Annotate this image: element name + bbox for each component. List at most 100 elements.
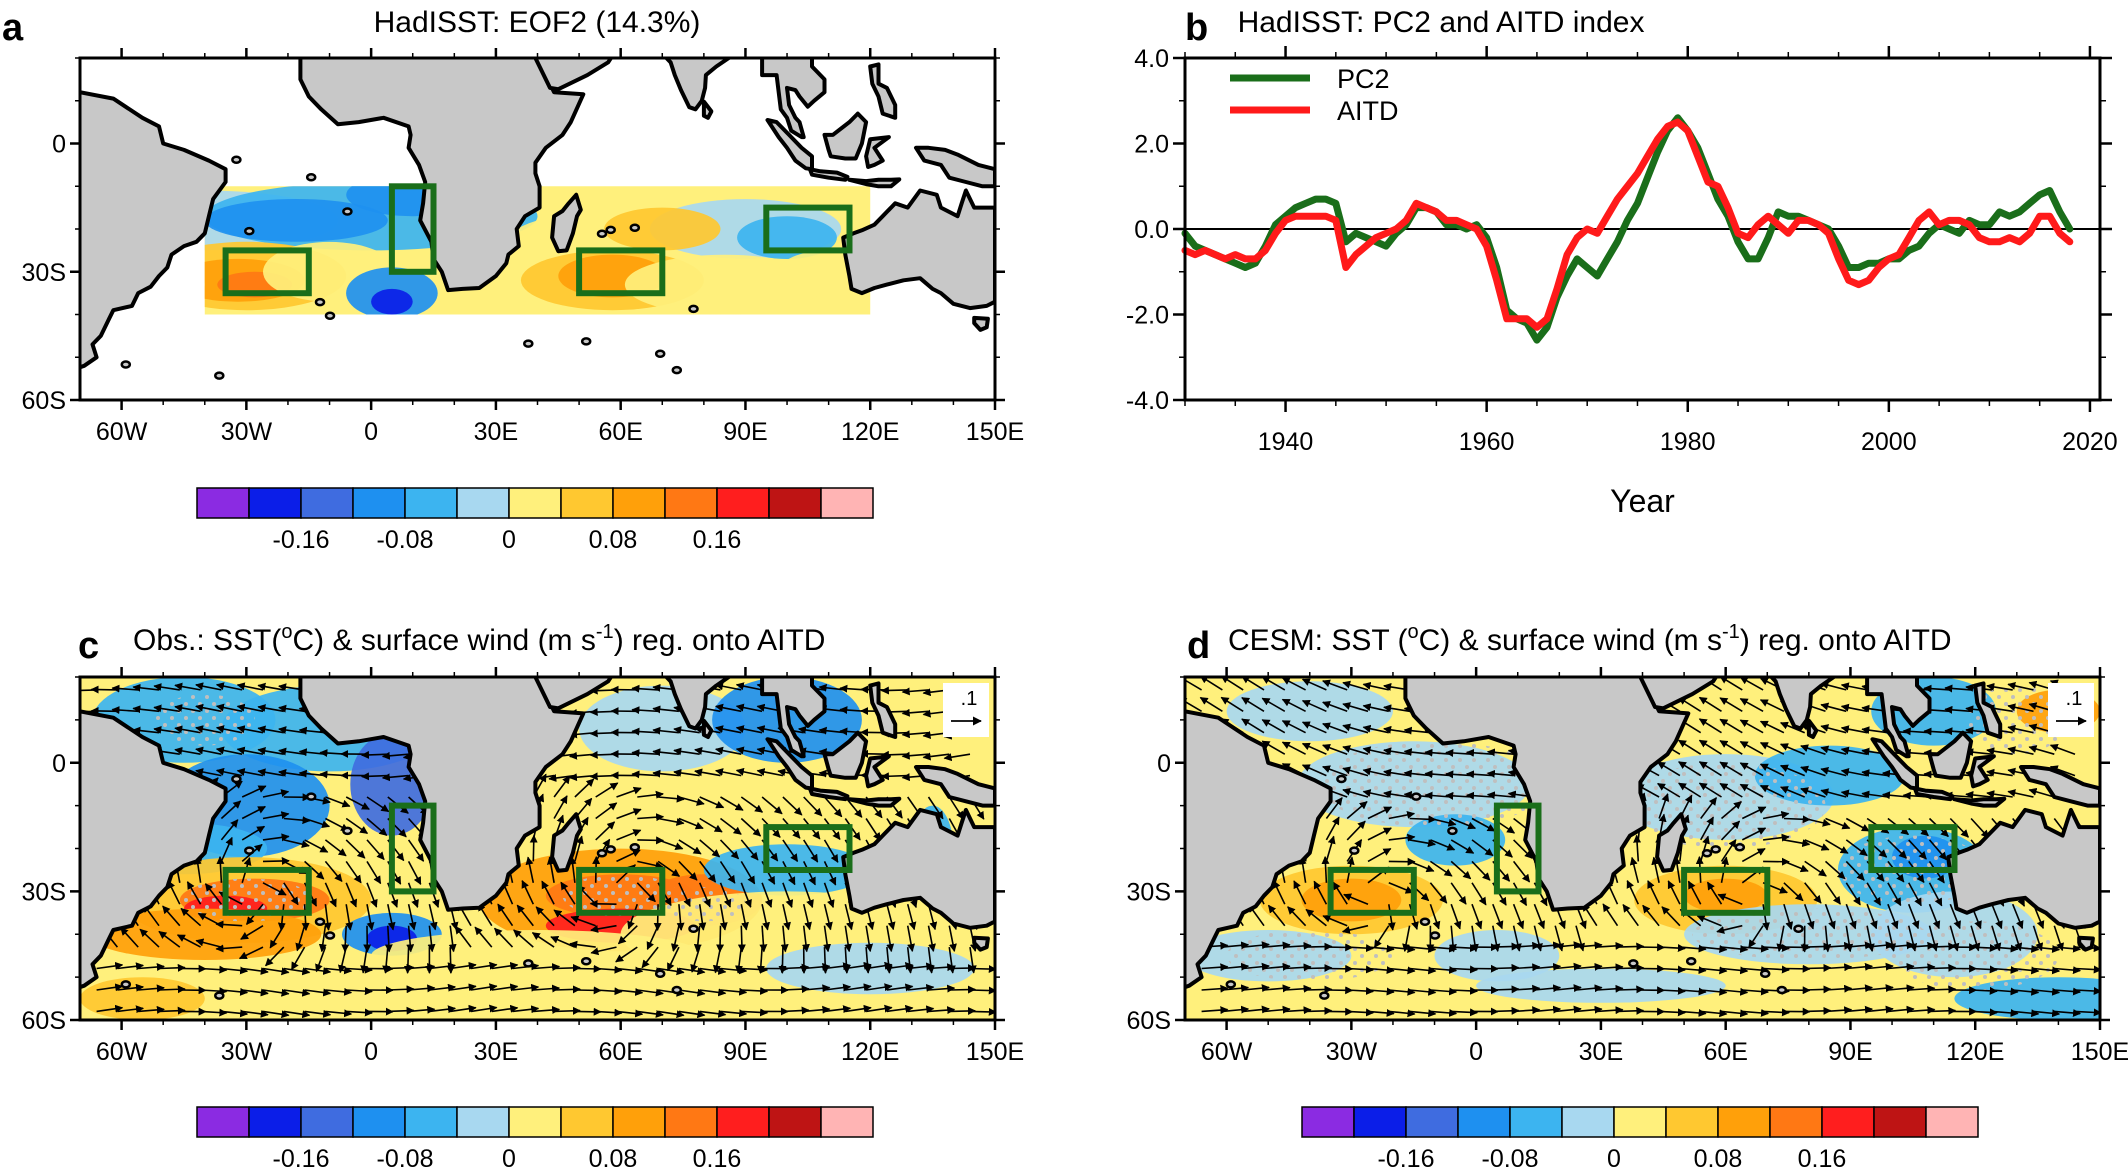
land-arabia (533, 677, 614, 711)
wind-arrow (1928, 882, 1943, 907)
wind-arrow (1866, 882, 1882, 906)
wind-arrow (1534, 984, 1562, 993)
wind-arrow (1281, 720, 1306, 734)
wind-arrow (366, 882, 378, 908)
sst-contour (204, 284, 205, 286)
wind-arrow (1388, 833, 1416, 842)
region-box-2 (388, 802, 437, 895)
wind-arrow (1742, 1008, 1769, 1017)
wind-arrow (406, 925, 415, 953)
wind-arrow (241, 785, 267, 798)
wind-arrow (384, 925, 393, 953)
wind-arrow (699, 796, 725, 809)
colorbar-swatch (248, 487, 302, 519)
wind-arrow (553, 775, 571, 798)
wind-arrow (1450, 817, 1477, 830)
wind-arrow (262, 988, 290, 997)
wind-arrow (1804, 839, 1830, 851)
wind-arrow (1513, 1006, 1541, 1015)
wind-arrow (1825, 984, 1853, 993)
wind-arrow (699, 817, 723, 833)
island (214, 991, 225, 1000)
wind-arrow (1409, 839, 1436, 848)
wind-arrow (1575, 941, 1603, 950)
wind-arrow (590, 946, 617, 956)
wind-arrow (1991, 925, 2002, 952)
wind-arrow (880, 772, 908, 781)
colorbar-swatch (404, 487, 458, 519)
colorbar-swatch (664, 1106, 718, 1138)
wind-arrow (277, 904, 286, 931)
wind-arrow (627, 903, 639, 930)
colorbar-swatch (664, 487, 718, 519)
wind-arrow (741, 1008, 769, 1017)
wind-arrow (782, 882, 794, 908)
panel-b-chart: 4.0 2.0 0.0 -2.0 -4.0 1940 1960 1980 2000 2020 Yea… (1126, 45, 2118, 519)
wind-arrow (1430, 966, 1458, 975)
wind-arrow (283, 882, 299, 906)
wind-arrow (204, 883, 223, 905)
wind-arrow (1721, 966, 1749, 975)
colorbar-tick-label: -0.16 (273, 526, 330, 554)
wind-arrow (1388, 810, 1416, 820)
wind-arrow (1679, 987, 1707, 996)
wind-arrow (1759, 784, 1785, 798)
wind-arrow (678, 988, 706, 997)
wind-arrow (1322, 914, 1348, 927)
colorbar-swatch (300, 487, 354, 519)
colorbar-tick-label: -0.08 (1482, 1145, 1539, 1171)
wind-arrow (491, 983, 519, 992)
panel-d-title-exp: -1 (1722, 621, 1740, 643)
land-java (807, 167, 850, 182)
wind-arrow (186, 881, 202, 905)
wind-arrow (1367, 987, 1395, 996)
wind-arrow (948, 796, 964, 820)
wind-arrow (1373, 925, 1390, 949)
wind-arrow (531, 932, 555, 948)
wind-arrow (448, 925, 457, 953)
wind-arrow (568, 856, 577, 883)
island (1685, 957, 1697, 966)
wind-arrow (657, 860, 681, 877)
wind-arrow (325, 1009, 353, 1018)
colorbar-swatch (612, 487, 666, 519)
wind-arrow (657, 839, 684, 851)
x-axis-title: Year (1610, 483, 1675, 519)
wind-arrow (345, 904, 354, 931)
wind-arrow (512, 962, 540, 971)
wind-arrow (969, 986, 995, 995)
wind-arrow (90, 685, 118, 694)
land-australia (841, 188, 995, 311)
wind-arrow (1741, 806, 1767, 820)
colorbar-tick-label: 0.08 (589, 526, 638, 554)
x-tick-label: 1940 (1258, 428, 1314, 456)
wind-arrow (1678, 739, 1702, 755)
reference-vector-label: .1 (2066, 688, 2083, 710)
wind-arrow (283, 967, 311, 976)
wind-arrow (823, 796, 843, 818)
wind-arrow (1185, 677, 1203, 691)
y-tick-label: 4.0 (1134, 45, 1169, 73)
wind-arrow (1783, 882, 1804, 902)
land-seasia (760, 677, 827, 759)
wind-arrow (637, 860, 664, 870)
wind-arrow (450, 983, 477, 992)
wind-arrow (1346, 800, 1368, 820)
map-axes: 60W 30W 0 30E 60E 90E 120E 150E 0 30S 60S (22, 48, 1024, 446)
land-india (663, 58, 734, 112)
wind-arrow (699, 966, 727, 975)
wind-arrow (262, 789, 290, 798)
wind-arrow (1991, 1008, 2019, 1017)
wind-arrow (803, 984, 831, 993)
wind-arrow (337, 946, 347, 974)
wind-arrow (1659, 965, 1686, 974)
wind-arrow (1367, 966, 1395, 975)
wind-arrow (678, 817, 704, 830)
wind-arrow (1887, 882, 1902, 907)
wind-arrow (1825, 817, 1851, 830)
lat-tick-label: 30S (22, 878, 66, 906)
panel-d-title-deg: o (1407, 621, 1418, 643)
wind-arrow (1908, 963, 1936, 972)
wind-arrow (1343, 893, 1369, 905)
wind-arrow (641, 946, 659, 969)
